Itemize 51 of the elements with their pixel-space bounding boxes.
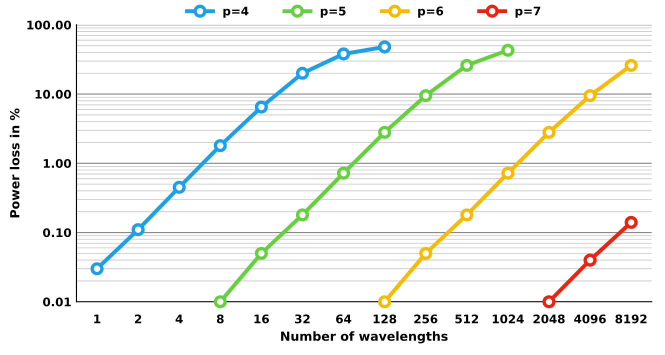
point bbox=[254, 246, 268, 260]
x-tick-label: 1 bbox=[94, 314, 100, 324]
legend-label: p=4 bbox=[223, 6, 248, 18]
y-axis-title: Power loss in % bbox=[10, 108, 20, 218]
x-tick-label: 64 bbox=[336, 314, 352, 324]
legend-label: p=6 bbox=[418, 6, 444, 18]
point bbox=[542, 126, 556, 139]
y-tick-label: 10.00 bbox=[36, 90, 72, 99]
y-tick-label: 1.00 bbox=[44, 159, 72, 168]
x-tick-label: 4 bbox=[176, 314, 183, 324]
point bbox=[378, 126, 392, 139]
point bbox=[542, 295, 556, 308]
point bbox=[460, 208, 474, 222]
point bbox=[296, 208, 309, 222]
point bbox=[214, 139, 227, 152]
point bbox=[419, 89, 432, 102]
y-tick-label: 0.01 bbox=[43, 297, 71, 306]
point bbox=[584, 89, 597, 102]
x-tick-label: 2 bbox=[134, 314, 142, 324]
x-tick-label: 4096 bbox=[574, 314, 606, 324]
legend-label: p=7 bbox=[516, 6, 540, 18]
point bbox=[337, 47, 350, 60]
x-tick-label: 512 bbox=[455, 314, 478, 324]
x-tick-label: 8192 bbox=[615, 314, 647, 324]
point bbox=[90, 262, 104, 276]
point bbox=[419, 246, 432, 260]
y-tick-label: 100.00 bbox=[27, 20, 72, 30]
point bbox=[584, 254, 597, 267]
point bbox=[337, 166, 350, 180]
x-tick-label: 128 bbox=[374, 314, 396, 324]
x-axis-title: Number of wavelengths bbox=[281, 331, 448, 344]
x-tick-label: 2048 bbox=[533, 314, 565, 324]
point bbox=[624, 216, 638, 229]
point bbox=[172, 180, 186, 194]
x-tick-label: 256 bbox=[414, 314, 438, 324]
point bbox=[378, 295, 392, 308]
x-tick-label: 16 bbox=[254, 314, 269, 324]
point bbox=[132, 223, 145, 236]
point bbox=[624, 58, 638, 72]
point bbox=[254, 100, 268, 114]
x-tick-label: 1024 bbox=[492, 314, 524, 324]
point bbox=[378, 40, 392, 54]
x-tick-label: 32 bbox=[295, 314, 310, 324]
x-tick-label: 8 bbox=[216, 314, 224, 324]
point bbox=[460, 58, 474, 72]
point bbox=[501, 166, 514, 180]
point bbox=[214, 295, 227, 308]
y-tick-label: 0.10 bbox=[43, 228, 72, 238]
point bbox=[296, 66, 309, 80]
legend-label: p=5 bbox=[320, 6, 346, 18]
point bbox=[501, 44, 514, 57]
